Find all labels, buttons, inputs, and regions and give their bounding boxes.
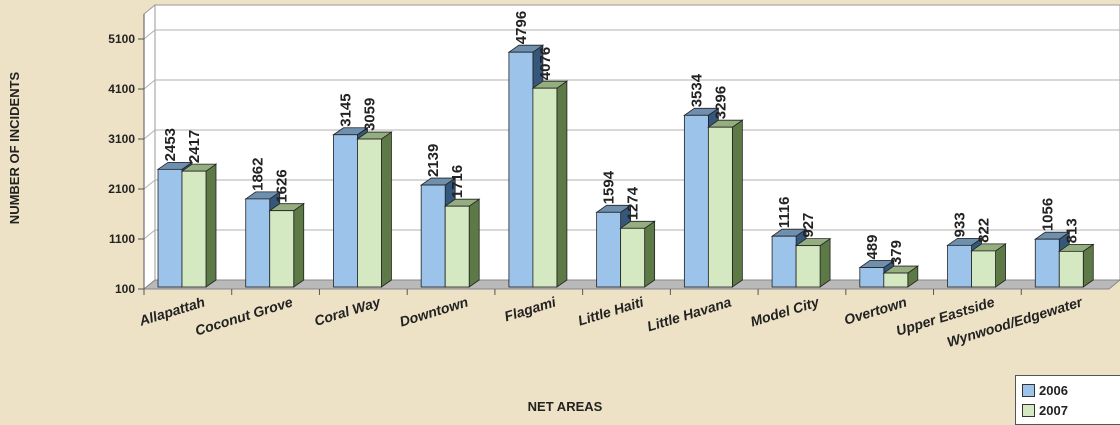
value-label-2006: 2139 xyxy=(425,144,442,177)
gridline-side xyxy=(143,79,156,90)
x-tick-label: Coral Way xyxy=(312,293,383,329)
value-label-2007: 1274 xyxy=(625,186,642,220)
bar-side-2007 xyxy=(819,237,831,288)
value-label-2007: 4076 xyxy=(537,47,554,80)
bar-2006 xyxy=(596,211,622,288)
bar-side-2007 xyxy=(731,119,743,288)
legend-swatch-2006 xyxy=(1022,383,1035,397)
bar-2007 xyxy=(795,245,821,288)
value-label-2007: 379 xyxy=(888,240,905,265)
value-label-2006: 2453 xyxy=(162,128,179,161)
x-tick-label: Coconut Grove xyxy=(193,294,295,339)
value-label-2007: 3296 xyxy=(712,86,729,119)
y-tick-label: 100 xyxy=(115,282,135,296)
bar-2006 xyxy=(771,235,797,288)
bar-2007 xyxy=(444,205,470,288)
y-tick-label: 1100 xyxy=(109,232,135,246)
bar-2006 xyxy=(420,184,446,288)
value-label-2006: 1116 xyxy=(776,196,793,228)
legend-label-2007: 2007 xyxy=(1039,402,1068,418)
bar-side-2007 xyxy=(205,163,217,288)
value-label-2006: 3145 xyxy=(337,93,354,126)
y-tick-label: 4100 xyxy=(108,82,135,96)
bar-2007 xyxy=(181,170,207,288)
x-tick-label: Little Havana xyxy=(645,294,733,335)
gridline-side xyxy=(143,179,156,190)
chart-legend: 2006 2007 xyxy=(1015,375,1120,425)
value-label-2006: 1056 xyxy=(1039,198,1056,231)
x-tick-label: Little Haiti xyxy=(576,293,646,328)
bar-2007 xyxy=(532,87,558,288)
y-axis-title: NUMBER OF INCIDENTS xyxy=(7,71,22,224)
bar-2007 xyxy=(1058,250,1084,288)
gridline-side xyxy=(143,229,156,240)
gridline-side xyxy=(143,29,156,40)
value-label-2006: 4796 xyxy=(513,11,530,44)
bar-2007 xyxy=(707,126,733,288)
x-tick-label: Flagami xyxy=(502,293,558,324)
bar-2006 xyxy=(947,244,972,288)
x-tick-label: Downtown xyxy=(398,294,470,330)
x-axis-title: NET AREAS xyxy=(528,399,603,414)
bar-2006 xyxy=(683,114,709,288)
gridline-side xyxy=(143,129,156,140)
legend-item-2006: 2006 xyxy=(1022,380,1118,400)
bar-2007 xyxy=(971,250,996,288)
bar-side-2007 xyxy=(556,80,568,288)
value-label-2006: 3534 xyxy=(688,73,705,107)
bar-side-2007 xyxy=(293,202,305,288)
plot-side-wall xyxy=(143,3,156,291)
bar-2006 xyxy=(508,51,534,288)
value-label-2007: 927 xyxy=(800,213,817,238)
bar-side-2007 xyxy=(468,198,480,288)
value-label-2006: 489 xyxy=(864,235,881,260)
bar-side-2007 xyxy=(644,220,656,288)
value-label-2006: 1594 xyxy=(601,170,618,204)
value-label-2007: 2417 xyxy=(186,130,203,163)
bar-side-2007 xyxy=(995,243,1006,288)
legend-swatch-2007 xyxy=(1022,403,1035,417)
value-label-2007: 1626 xyxy=(274,169,291,202)
bar-2006 xyxy=(333,134,358,288)
y-tick-label: 3100 xyxy=(108,132,135,146)
bar-2006 xyxy=(859,267,885,288)
bar-2007 xyxy=(620,227,646,288)
bar-2006 xyxy=(245,198,271,288)
bar-2007 xyxy=(883,272,909,288)
value-label-2007: 822 xyxy=(976,218,993,243)
bar-2007 xyxy=(357,138,382,288)
bar-side-2007 xyxy=(381,131,392,288)
legend-label-2006: 2006 xyxy=(1039,382,1068,398)
value-label-2006: 1862 xyxy=(250,158,267,191)
value-label-2007: 813 xyxy=(1063,218,1080,243)
y-tick-label: 5100 xyxy=(108,32,135,46)
bars-layer xyxy=(156,44,1095,288)
y-tick-label: 2100 xyxy=(108,182,135,196)
value-label-2007: 3059 xyxy=(361,98,378,131)
x-tick-label: Model City xyxy=(748,293,822,329)
value-label-2006: 933 xyxy=(952,212,969,237)
bar-2007 xyxy=(269,210,295,288)
bar-2006 xyxy=(1034,238,1060,288)
bar-2006 xyxy=(157,168,183,288)
value-label-2007: 1716 xyxy=(449,165,466,198)
legend-item-2007: 2007 xyxy=(1022,400,1118,420)
